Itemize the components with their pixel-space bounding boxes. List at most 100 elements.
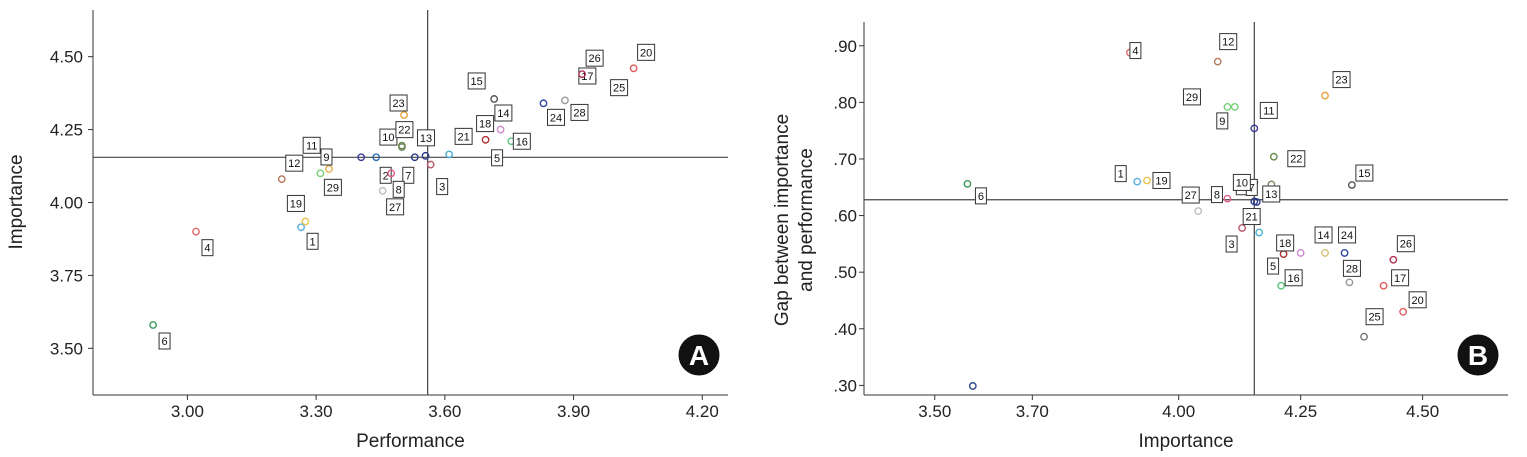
y-tick-label: .30 [833,376,857,395]
x-tick-label: 3.70 [1016,402,1049,421]
y-axis-label: Importance [6,154,27,249]
point-label: 14 [497,108,509,120]
point-label-box [302,136,321,154]
data-point-26 [1389,255,1398,264]
point-label: 21 [457,131,469,143]
point-label-box [974,187,987,205]
point-label: 4 [1132,46,1138,58]
point-label: 9 [1219,116,1225,128]
point-label: 25 [1368,312,1380,324]
point-label-box [285,154,304,172]
panel-b-gap-chart: 3.50 3.70 4.00 4.25 4.50 .30 .40 .50 .60 .70 .80 .9… [772,22,1508,452]
point-label-box [1114,165,1127,183]
point-label: 15 [471,76,483,88]
data-point-29 [316,169,325,178]
point-label-box [389,94,408,112]
data-point-15 [1347,181,1356,189]
point-label-box [395,121,414,139]
point-label: 6 [978,191,984,203]
data-point-3 [426,160,435,169]
data-point-27 [1194,207,1203,215]
data-point-5 [1279,250,1288,258]
point-label: 8 [396,184,402,196]
point-label: 19 [1155,175,1167,187]
point-label-box [1267,257,1280,275]
point-label-box [1259,101,1278,119]
data-point-9 [325,165,333,173]
point-label: 7 [1249,182,1255,194]
point-label: 8 [1214,190,1220,202]
point-label: 28 [573,107,585,119]
point-label: 27 [389,202,401,214]
point-label-box [392,180,405,198]
point-label: 23 [1335,75,1347,87]
y-tick-label: .60 [833,207,857,226]
point-label-box [585,49,604,67]
y-tick-label: 3.75 [50,266,83,285]
point-label: 7 [405,170,411,182]
data-point-18 [496,125,505,134]
point-label: 16 [516,136,528,148]
data-point-12 [277,175,286,184]
data-point-1 [1133,177,1142,186]
point-label: 24 [1341,230,1353,242]
x-tick-label: 4.50 [1406,402,1439,421]
point-label-box [201,239,214,257]
x-axis-label: Performance [356,431,465,452]
point-label: 20 [1411,295,1423,307]
data-point-20 [1399,307,1408,316]
point-label: 3 [439,182,445,194]
point-label: 2 [383,170,389,182]
point-label-box [512,132,531,150]
point-label: 12 [288,158,300,170]
point-label-box [286,194,305,212]
point-label: 29 [327,182,339,194]
point-label-box [1262,185,1281,203]
point-label: 26 [1400,239,1412,251]
point-label: 11 [306,140,317,152]
data-point-11 [1250,124,1259,133]
point-label-box [386,198,405,216]
x-tick-label: 3.50 [918,402,951,421]
data-point-5 [481,135,490,144]
panel-badge-label: B [1468,340,1488,371]
point-label: 18 [1279,238,1291,250]
point-label-box [491,149,504,167]
point-label: 15 [1358,168,1370,180]
point-label-box [1287,150,1306,168]
data-point-15 [490,95,499,103]
point-label-box [306,232,319,250]
point-label-box [1396,235,1415,253]
data-point-22 [1269,152,1278,161]
point-label-box [402,166,415,184]
data-point-11 [357,153,366,162]
data-point-24 [539,99,548,108]
panel-badge-a [675,331,723,379]
point-label-box [1332,71,1351,89]
point-label-box [1181,186,1200,204]
point-label-box [467,72,486,90]
x-tick-label: 4.25 [1284,402,1317,421]
point-label-box [379,166,392,184]
x-tick-label: 4.20 [686,402,719,421]
point-label: 16 [1288,273,1300,285]
x-tick-label: 3.00 [171,402,204,421]
y-tick-label: 4.25 [50,121,83,140]
point-label: 5 [1270,261,1276,273]
point-label: 19 [290,198,302,210]
point-label-box [1391,269,1410,287]
data-point-26 [578,70,587,79]
point-label-box [547,108,566,126]
data-point-14 [1321,249,1329,257]
point-label: 17 [1394,273,1406,285]
point-label-box [637,43,656,61]
point-label-box [494,104,513,122]
point-label-box [476,115,495,133]
data-point-28 [1345,278,1354,287]
point-label-box [1219,33,1238,51]
point-label-box [1355,164,1374,182]
y-axis-label: Gap between importance [772,114,793,326]
y-tick-label: .40 [833,320,857,339]
point-label-box [1276,234,1295,252]
